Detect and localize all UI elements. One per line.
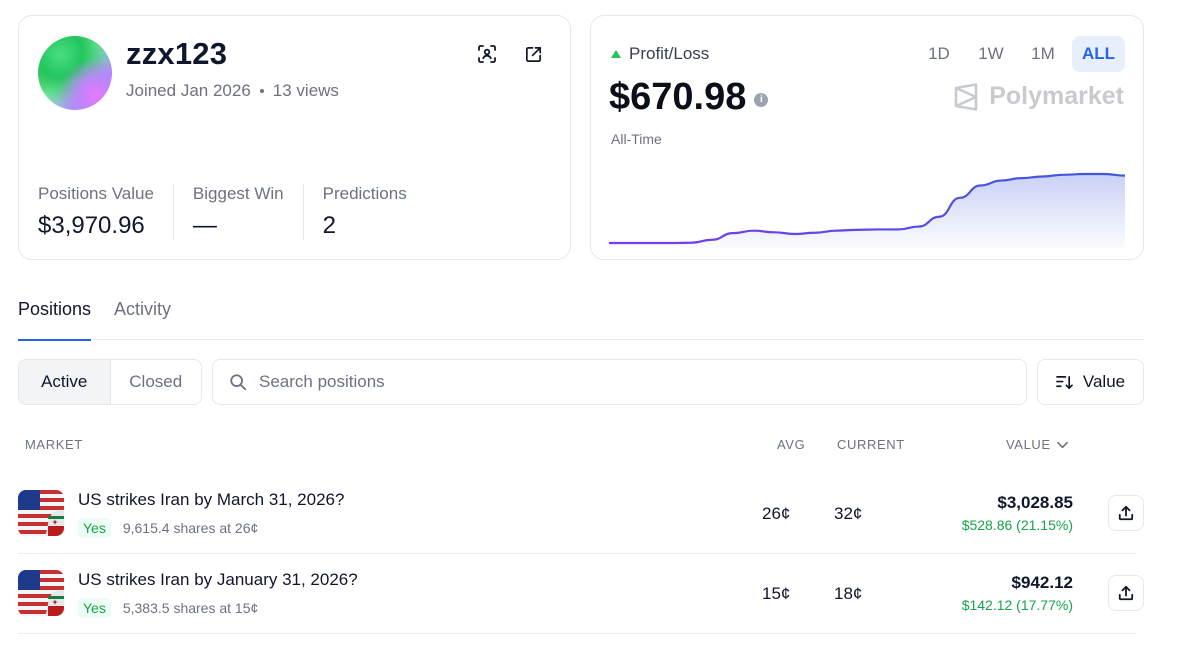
profile-tabs: Positions Activity bbox=[18, 292, 1144, 341]
value-amount: $942.12 bbox=[1011, 573, 1073, 592]
outcome-badge: Yes bbox=[78, 598, 111, 618]
profile-card: zzx123 Joined Jan 2026 13 views Position… bbox=[18, 15, 571, 260]
stat-label: Predictions bbox=[322, 184, 407, 203]
search-icon bbox=[230, 374, 247, 391]
position-value: $942.12 $142.12 (17.77%) bbox=[962, 573, 1073, 613]
segment-active[interactable]: Active bbox=[19, 360, 111, 404]
stat-positions-value: Positions Value $3,970.96 bbox=[38, 184, 173, 240]
stat-label: Biggest Win bbox=[192, 184, 284, 203]
pnl-label: Profit/Loss bbox=[611, 44, 709, 64]
stat-value: — bbox=[192, 212, 217, 239]
share-position-button[interactable] bbox=[1108, 575, 1144, 611]
search-input[interactable] bbox=[259, 372, 979, 392]
table-row[interactable]: ✦ US strikes Iran by January 31, 2026? Y… bbox=[18, 554, 1144, 634]
pnl-area bbox=[609, 174, 1125, 248]
market-title[interactable]: US strikes Iran by January 31, 2026? bbox=[78, 570, 358, 589]
profile-stats: Positions Value $3,970.96 Biggest Win — … bbox=[38, 184, 426, 240]
pnl-chart bbox=[609, 172, 1125, 248]
share-count: 9,615.4 shares at 26¢ bbox=[122, 520, 259, 536]
sort-button[interactable]: Value bbox=[1037, 359, 1144, 405]
pnl-label-text: Profit/Loss bbox=[629, 44, 710, 63]
avg-price: 15¢ bbox=[762, 584, 791, 603]
search-box bbox=[212, 359, 1027, 405]
sort-label: Value bbox=[1082, 372, 1126, 391]
external-link-icon bbox=[525, 46, 541, 62]
share-position-button[interactable] bbox=[1108, 495, 1144, 531]
value-amount: $3,028.85 bbox=[997, 493, 1073, 512]
status-segmented-control: Active Closed bbox=[18, 359, 202, 405]
tab-activity[interactable]: Activity bbox=[114, 299, 172, 319]
trend-up-icon bbox=[611, 50, 621, 58]
profile-meta: Joined Jan 2026 13 views bbox=[126, 81, 339, 101]
us-iran-flag-icon: ✦ bbox=[18, 570, 64, 616]
scan-profile-icon bbox=[478, 45, 496, 63]
view-count: 13 views bbox=[272, 81, 339, 100]
info-icon[interactable]: i bbox=[754, 92, 769, 107]
avatar bbox=[38, 36, 112, 110]
profit-loss-card: Profit/Loss $670.98 i All-Time 1D 1W 1M … bbox=[590, 15, 1144, 260]
us-iran-flag-icon: ✦ bbox=[18, 490, 64, 536]
svg-text:✦: ✦ bbox=[52, 518, 59, 527]
outcome-line: Yes 5,383.5 shares at 15¢ bbox=[78, 598, 258, 618]
range-tab-1w[interactable]: 1W bbox=[978, 44, 1004, 63]
pnl-line bbox=[609, 172, 1125, 245]
stat-value: $3,970.96 bbox=[38, 212, 145, 239]
current-price: 18¢ bbox=[834, 584, 863, 603]
range-tab-1d[interactable]: 1D bbox=[928, 44, 950, 63]
stat-label: Positions Value bbox=[38, 184, 154, 203]
share-icon bbox=[1118, 585, 1134, 601]
position-value: $3,028.85 $528.86 (21.15%) bbox=[962, 493, 1073, 533]
value-pnl: $142.12 (17.77%) bbox=[961, 597, 1073, 613]
pnl-amount: $670.98 i bbox=[609, 76, 769, 119]
pnl-amount-value: $670.98 bbox=[609, 76, 747, 118]
header-value: VALUE bbox=[1006, 437, 1051, 452]
range-tab-all[interactable]: ALL bbox=[1071, 36, 1125, 72]
joined-date: Joined Jan 2026 bbox=[126, 81, 251, 100]
separator-dot bbox=[259, 89, 264, 93]
segment-closed[interactable]: Closed bbox=[129, 372, 183, 391]
stat-predictions: Predictions 2 bbox=[302, 184, 426, 240]
polymarket-brand: Polymarket bbox=[953, 82, 1124, 111]
market-title[interactable]: US strikes Iran by March 31, 2026? bbox=[78, 490, 345, 509]
header-current: CURRENT bbox=[837, 437, 905, 452]
scan-profile-button[interactable] bbox=[474, 41, 500, 67]
header-market: MARKET bbox=[25, 437, 83, 452]
share-count: 5,383.5 shares at 15¢ bbox=[122, 600, 259, 616]
outcome-badge: Yes bbox=[78, 518, 111, 538]
range-selector: 1D 1W 1M ALL bbox=[916, 36, 1125, 72]
current-price: 32¢ bbox=[834, 504, 863, 523]
sort-icon bbox=[1056, 375, 1073, 389]
table-row[interactable]: ✦ US strikes Iran by March 31, 2026? Yes… bbox=[18, 474, 1144, 554]
tab-positions[interactable]: Positions bbox=[18, 292, 92, 341]
avg-price: 26¢ bbox=[762, 504, 791, 523]
header-value-sort[interactable]: VALUE bbox=[1006, 437, 1068, 452]
value-pnl: $528.86 (21.15%) bbox=[961, 517, 1073, 533]
header-avg: AVG bbox=[777, 437, 806, 452]
svg-text:✦: ✦ bbox=[52, 598, 59, 607]
share-icon bbox=[1118, 505, 1134, 521]
range-tab-1m[interactable]: 1M bbox=[1031, 44, 1055, 63]
outcome-line: Yes 9,615.4 shares at 26¢ bbox=[78, 518, 258, 538]
username: zzx123 bbox=[126, 36, 228, 71]
open-external-button[interactable] bbox=[520, 41, 546, 67]
brand-name: Polymarket bbox=[989, 82, 1124, 110]
chevron-down-icon bbox=[1056, 441, 1068, 448]
stat-value: 2 bbox=[322, 212, 336, 239]
polymarket-logo-icon bbox=[954, 82, 978, 111]
stat-biggest-win: Biggest Win — bbox=[172, 184, 303, 240]
pnl-period: All-Time bbox=[611, 131, 662, 147]
